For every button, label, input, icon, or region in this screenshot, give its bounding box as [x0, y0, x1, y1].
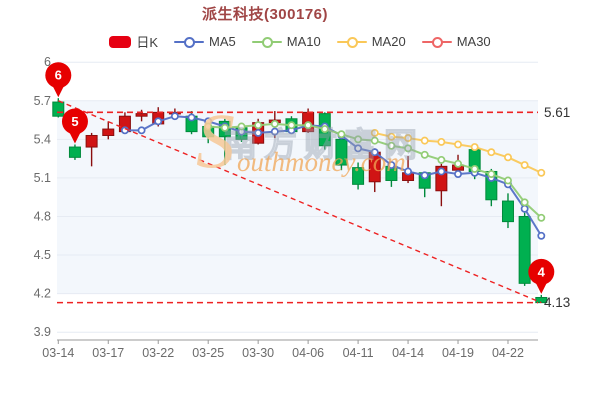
ma10-marker-icon	[251, 36, 282, 48]
svg-text:04-14: 04-14	[392, 346, 424, 360]
svg-text:03-25: 03-25	[192, 346, 224, 360]
ma20-marker-icon	[336, 36, 367, 48]
svg-text:04-22: 04-22	[492, 346, 524, 360]
legend-item-ma5[interactable]: MA5	[174, 34, 236, 49]
svg-text:5: 5	[71, 114, 78, 129]
svg-text:04-11: 04-11	[343, 346, 374, 360]
svg-text:5.61: 5.61	[544, 105, 570, 120]
candle-swatch-icon	[109, 35, 132, 48]
y-axis-labels: 6 5.7 5.4 5.1 4.8 4.5 4.2 3.9	[34, 55, 51, 339]
legend-label: MA30	[456, 34, 491, 49]
svg-text:3.9: 3.9	[34, 325, 51, 339]
svg-text:4.8: 4.8	[34, 209, 51, 223]
plot-background-band	[57, 100, 538, 294]
svg-text:6: 6	[55, 68, 62, 83]
legend-item-ma10[interactable]: MA10	[251, 34, 321, 49]
svg-text:03-14: 03-14	[42, 346, 74, 360]
svg-text:04-06: 04-06	[292, 346, 324, 360]
svg-text:6: 6	[44, 55, 51, 69]
legend-label: MA10	[286, 34, 321, 49]
legend-item-daily-k[interactable]: 日K	[109, 32, 158, 51]
svg-text:5.1: 5.1	[34, 171, 51, 185]
legend-item-ma30[interactable]: MA30	[421, 34, 491, 49]
svg-text:4.5: 4.5	[34, 248, 51, 262]
x-axis-labels: 03-14 03-17 03-22 03-25 03-30 04-06 04-11 04-14…	[42, 346, 524, 360]
x-axis	[57, 339, 538, 344]
svg-text:5.7: 5.7	[34, 94, 51, 108]
ma5-marker-icon	[174, 36, 205, 48]
ma30-marker-icon	[421, 36, 452, 48]
chart-legend: 日K MA5 MA10 MA20 MA30	[0, 32, 600, 51]
trend-line	[58, 100, 542, 304]
svg-text:4.13: 4.13	[544, 295, 570, 310]
svg-text:4.2: 4.2	[34, 287, 51, 301]
svg-text:5.4: 5.4	[34, 132, 51, 146]
svg-text:03-17: 03-17	[92, 346, 124, 360]
ma-lines	[120, 112, 546, 240]
page-title: 派生科技(300176)	[201, 6, 329, 23]
legend-item-ma20[interactable]: MA20	[336, 34, 406, 49]
max-line: 5.61	[57, 105, 570, 120]
min-line: 4.13	[57, 295, 570, 310]
legend-label: 日K	[136, 35, 159, 50]
svg-text:03-30: 03-30	[242, 346, 274, 360]
svg-text:4: 4	[538, 264, 546, 279]
svg-text:03-22: 03-22	[142, 346, 174, 360]
event-markers: 6 5 4	[45, 62, 555, 294]
svg-text:04-19: 04-19	[442, 346, 474, 360]
legend-label: MA5	[209, 34, 236, 49]
legend-label: MA20	[371, 34, 406, 49]
